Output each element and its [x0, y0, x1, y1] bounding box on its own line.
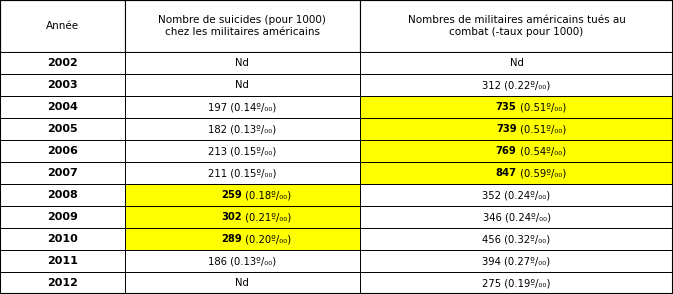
- Bar: [0, 140, 125, 162]
- Text: (0.20º/₀₀): (0.20º/₀₀): [242, 234, 291, 244]
- Text: 289: 289: [221, 234, 242, 244]
- Text: 2004: 2004: [47, 102, 77, 112]
- Bar: [0, 0, 125, 52]
- Text: 2012: 2012: [47, 278, 77, 288]
- Text: (0.54º/₀₀): (0.54º/₀₀): [517, 146, 565, 156]
- Text: 394 (0.27º/₀₀): 394 (0.27º/₀₀): [483, 256, 551, 266]
- Text: (0.21º/₀₀): (0.21º/₀₀): [242, 212, 291, 222]
- Text: 346 (0.24º/₀₀): 346 (0.24º/₀₀): [483, 212, 551, 222]
- Text: 186 (0.13º/₀₀): 186 (0.13º/₀₀): [208, 256, 277, 266]
- Bar: [125, 96, 360, 118]
- Text: (0.18º/₀₀): (0.18º/₀₀): [242, 190, 291, 200]
- Text: Nd: Nd: [236, 80, 249, 90]
- Bar: [0, 74, 125, 96]
- Bar: [360, 228, 673, 250]
- Bar: [360, 96, 673, 118]
- Text: 352 (0.24º/₀₀): 352 (0.24º/₀₀): [483, 190, 551, 200]
- Bar: [125, 0, 360, 52]
- Text: (0.51º/₀₀): (0.51º/₀₀): [517, 124, 566, 134]
- Bar: [0, 184, 125, 206]
- Text: 2010: 2010: [47, 234, 77, 244]
- Bar: [360, 0, 673, 52]
- Text: 2011: 2011: [47, 256, 77, 266]
- Text: 739: 739: [496, 124, 517, 134]
- Bar: [360, 74, 673, 96]
- Bar: [360, 184, 673, 206]
- Text: 2009: 2009: [47, 212, 77, 222]
- Bar: [125, 52, 360, 74]
- Bar: [125, 272, 360, 294]
- Bar: [0, 228, 125, 250]
- Bar: [360, 162, 673, 184]
- Text: 197 (0.14º/₀₀): 197 (0.14º/₀₀): [208, 102, 277, 112]
- Text: 2003: 2003: [47, 80, 77, 90]
- Bar: [125, 118, 360, 140]
- Text: (0.51º/₀₀): (0.51º/₀₀): [517, 102, 566, 112]
- Bar: [0, 206, 125, 228]
- Text: 302: 302: [221, 212, 242, 222]
- Text: 847: 847: [495, 168, 517, 178]
- Text: 2005: 2005: [47, 124, 77, 134]
- Bar: [0, 272, 125, 294]
- Text: 735: 735: [496, 102, 517, 112]
- Bar: [125, 162, 360, 184]
- Text: 769: 769: [496, 146, 517, 156]
- Text: 259: 259: [221, 190, 242, 200]
- Bar: [360, 206, 673, 228]
- Text: Nd: Nd: [236, 278, 249, 288]
- Text: Année: Année: [46, 21, 79, 31]
- Bar: [0, 118, 125, 140]
- Text: Nombres de militaires américains tués au
combat (-taux pour 1000): Nombres de militaires américains tués au…: [408, 15, 625, 37]
- Bar: [125, 74, 360, 96]
- Text: (0.59º/₀₀): (0.59º/₀₀): [517, 168, 566, 178]
- Text: 456 (0.32º/₀₀): 456 (0.32º/₀₀): [483, 234, 551, 244]
- Bar: [125, 206, 360, 228]
- Bar: [0, 96, 125, 118]
- Text: 275 (0.19º/₀₀): 275 (0.19º/₀₀): [483, 278, 551, 288]
- Bar: [125, 228, 360, 250]
- Bar: [360, 272, 673, 294]
- Text: 2002: 2002: [47, 58, 77, 68]
- Bar: [0, 162, 125, 184]
- Text: 182 (0.13º/₀₀): 182 (0.13º/₀₀): [208, 124, 277, 134]
- Bar: [360, 52, 673, 74]
- Text: Nd: Nd: [236, 58, 249, 68]
- Text: 2008: 2008: [47, 190, 77, 200]
- Bar: [125, 250, 360, 272]
- Text: 2007: 2007: [47, 168, 77, 178]
- Text: 2006: 2006: [47, 146, 77, 156]
- Bar: [125, 140, 360, 162]
- Text: 211 (0.15º/₀₀): 211 (0.15º/₀₀): [208, 168, 277, 178]
- Bar: [360, 140, 673, 162]
- Text: 312 (0.22º/₀₀): 312 (0.22º/₀₀): [483, 80, 551, 90]
- Text: Nd: Nd: [509, 58, 524, 68]
- Bar: [0, 52, 125, 74]
- Text: 213 (0.15º/₀₀): 213 (0.15º/₀₀): [208, 146, 277, 156]
- Bar: [360, 118, 673, 140]
- Text: Nombre de suicides (pour 1000)
chez les militaires américains: Nombre de suicides (pour 1000) chez les …: [158, 15, 326, 37]
- Bar: [0, 250, 125, 272]
- Bar: [125, 184, 360, 206]
- Bar: [360, 250, 673, 272]
